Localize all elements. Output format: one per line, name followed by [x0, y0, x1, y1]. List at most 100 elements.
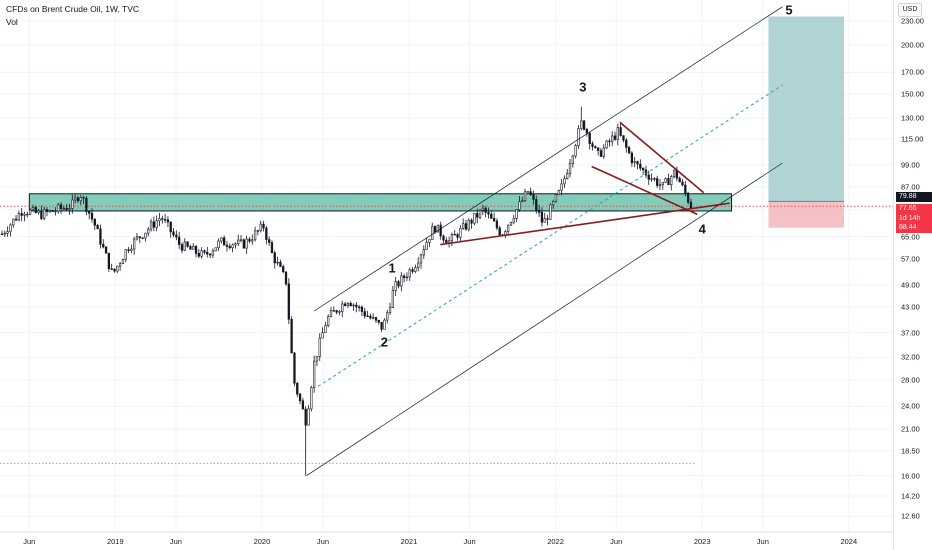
candle-down	[203, 250, 206, 253]
candle-up	[417, 262, 420, 268]
candle-up	[577, 128, 580, 146]
candle-up	[256, 230, 260, 232]
candle-up	[144, 232, 147, 239]
candle-down	[540, 212, 544, 223]
candle-down	[45, 209, 49, 212]
y-tick-label: 14.20	[901, 491, 920, 501]
y-tick-label: 18.50	[901, 446, 920, 456]
channel-upper-line	[313, 6, 783, 312]
candle-up	[554, 194, 558, 202]
candle-down	[301, 400, 305, 410]
y-tick-label: 24.00	[901, 401, 920, 411]
candle-down	[270, 242, 274, 253]
price-axis[interactable]	[893, 0, 932, 550]
candle-up	[386, 312, 389, 321]
candle-down	[456, 234, 459, 238]
candle-down	[464, 223, 468, 230]
y-tick-label: 87.00	[901, 182, 920, 192]
candle-down	[206, 251, 209, 255]
candle-up	[259, 223, 262, 231]
candle-down	[110, 268, 113, 270]
candle-down	[442, 235, 445, 241]
channel-middle-line	[317, 84, 783, 387]
candle-down	[532, 194, 535, 200]
candle-down	[107, 252, 111, 270]
candle-up	[12, 218, 15, 226]
candle-down	[161, 218, 164, 220]
y-tick-label: 150.00	[901, 89, 924, 99]
candle-up	[478, 209, 482, 218]
candle-up	[616, 127, 619, 140]
wave-label-3: 3	[579, 79, 587, 95]
candle-up	[329, 310, 333, 317]
candle-down	[65, 207, 68, 210]
candle-down	[653, 178, 656, 180]
candle-down	[102, 244, 105, 248]
candle-up	[552, 201, 555, 206]
candle-up	[574, 145, 577, 157]
currency-selector[interactable]: USD	[898, 3, 922, 17]
candle-up	[372, 317, 375, 319]
candle-up	[116, 265, 119, 272]
candle-down	[619, 127, 622, 136]
candle-down	[582, 120, 586, 130]
candle-up	[124, 249, 127, 260]
y-tick-label: 37.00	[901, 328, 920, 338]
candle-up	[526, 191, 529, 193]
candle-down	[599, 150, 603, 157]
candle-up	[346, 302, 350, 307]
candle-up	[507, 224, 510, 232]
candle-up	[253, 230, 257, 241]
wave-label-4: 4	[698, 221, 706, 237]
x-tick-label: Jun	[169, 537, 182, 546]
candle-down	[644, 169, 648, 176]
x-tick-label: Jun	[463, 537, 476, 546]
candle-up	[566, 173, 569, 179]
candle-up	[234, 243, 237, 246]
candle-down	[402, 275, 406, 279]
y-tick-label: 130.00	[901, 113, 924, 123]
candle-down	[597, 147, 600, 151]
candle-up	[155, 220, 158, 228]
candle-down	[304, 408, 307, 426]
candle-up	[400, 275, 403, 287]
y-tick-label: 170.00	[901, 67, 924, 77]
candle-up	[231, 244, 234, 249]
candle-up	[672, 169, 676, 177]
candle-down	[20, 213, 23, 216]
candle-down	[360, 306, 364, 312]
candle-down	[268, 239, 271, 243]
candle-up	[73, 197, 77, 201]
candle-up	[237, 239, 240, 245]
candle-down	[495, 220, 499, 229]
candle-up	[658, 184, 662, 186]
candle-up	[419, 254, 423, 264]
y-tick-label: 49.00	[901, 280, 920, 290]
candle-down	[380, 321, 383, 330]
candle-down	[290, 318, 293, 354]
candle-up	[523, 191, 527, 201]
volume-indicator-label[interactable]: Vol	[6, 17, 18, 27]
candle-down	[189, 246, 192, 250]
candle-down	[0, 233, 4, 236]
channel-lower-line	[306, 162, 783, 476]
candle-up	[54, 210, 57, 213]
candle-down	[113, 268, 116, 272]
candle-down	[76, 197, 80, 202]
candle-up	[431, 226, 434, 240]
stop-loss-box	[768, 201, 844, 228]
candle-up	[321, 332, 324, 339]
candle-down	[284, 271, 288, 285]
candle-up	[217, 240, 220, 249]
candle-up	[568, 163, 572, 174]
candle-up	[239, 239, 243, 241]
candle-down	[588, 132, 591, 144]
candle-down	[585, 129, 589, 134]
candle-up	[664, 178, 667, 183]
candle-down	[656, 178, 659, 186]
candle-up	[661, 182, 664, 186]
candle-down	[355, 304, 358, 308]
candle-up	[425, 242, 428, 250]
wave-label-1: 1	[388, 260, 396, 276]
